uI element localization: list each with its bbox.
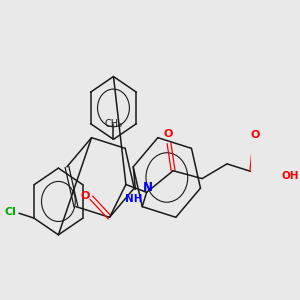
Text: OH: OH xyxy=(282,171,299,181)
Text: O: O xyxy=(164,129,173,140)
Text: N: N xyxy=(142,181,152,194)
Text: NH: NH xyxy=(125,194,142,204)
Text: Cl: Cl xyxy=(5,207,17,217)
Text: O: O xyxy=(80,191,89,201)
Text: O: O xyxy=(250,130,260,140)
Text: CH₃: CH₃ xyxy=(104,119,122,129)
